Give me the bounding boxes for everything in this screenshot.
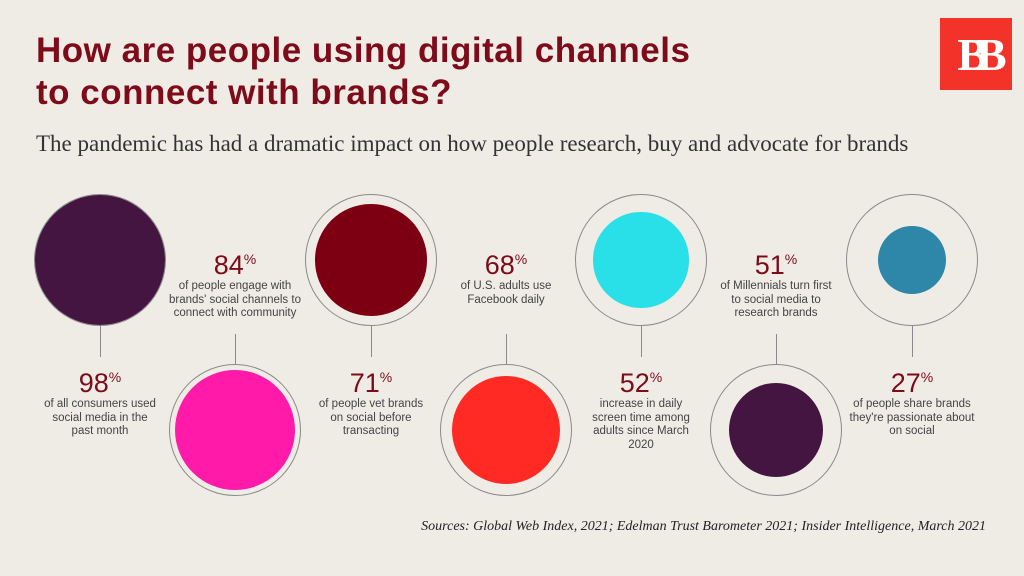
percent-sign: %	[243, 251, 257, 267]
stat-ring	[305, 194, 437, 326]
connector-line	[371, 326, 372, 357]
connector-line	[100, 326, 101, 357]
stat-value: 71%	[349, 368, 393, 398]
stat-label: 51% of Millennials turn first to social m…	[716, 244, 836, 321]
stat-ring	[575, 194, 707, 326]
stat-circle	[34, 194, 166, 326]
stat-value: 68%	[484, 250, 528, 280]
title-line-2: to connect with brands?	[36, 73, 452, 112]
stat-description: of people engage with brands' social cha…	[169, 280, 301, 319]
percent-sign: %	[784, 251, 798, 267]
connector-line	[235, 334, 236, 364]
stat-label: 98% of all consumers used social media in…	[40, 362, 160, 439]
stat-ring	[846, 194, 978, 326]
stat-circle	[593, 212, 689, 308]
percent-sign: %	[514, 251, 528, 267]
percent-sign: %	[649, 369, 663, 385]
subtitle: The pandemic has had a dramatic impact o…	[36, 131, 909, 156]
stat-value: 84%	[213, 250, 257, 280]
stat-circle	[451, 375, 561, 485]
stat-ring	[440, 364, 572, 496]
stat-circle	[174, 369, 296, 491]
stat-description: of people share brands they're passionat…	[849, 398, 975, 437]
stat-label: 71% of people vet brands on social before…	[316, 362, 426, 439]
stat-ring	[169, 364, 301, 496]
stat-value: 52%	[619, 368, 663, 398]
percent-sign: %	[920, 369, 934, 385]
stat-description: of U.S. adults use Facebook daily	[460, 280, 552, 306]
stat-label: 27% of people share brands they're passio…	[847, 362, 977, 439]
stat-description: of all consumers used social media in th…	[44, 398, 156, 437]
percent-sign: %	[108, 369, 122, 385]
stat-label: 84% of people engage with brands' social …	[165, 244, 305, 321]
stat-value: 51%	[754, 250, 798, 280]
stat-circle	[877, 225, 947, 295]
connector-line	[506, 334, 507, 364]
connector-line	[912, 326, 913, 357]
stat-value: 98%	[78, 368, 122, 398]
stat-circle	[728, 382, 824, 478]
stat-circle	[315, 204, 427, 316]
stat-ring	[710, 364, 842, 496]
stat-ring	[34, 194, 166, 326]
stat-description: increase in daily screen time among adul…	[592, 398, 690, 451]
page-title: How are people using digital channels to…	[36, 30, 690, 114]
stat-label: 52% increase in daily screen time among a…	[581, 362, 701, 452]
percent-sign: %	[379, 369, 393, 385]
title-line-1: How are people using digital channels	[36, 31, 691, 70]
sources: Sources: Global Web Index, 2021; Edelman…	[421, 519, 986, 534]
stat-description: of Millennials turn first to social medi…	[720, 280, 832, 319]
brand-logo: BB	[940, 18, 1012, 90]
stat-label: 68% of U.S. adults use Facebook daily	[451, 244, 561, 307]
connector-line	[641, 326, 642, 357]
stat-description: of people vet brands on social before tr…	[318, 398, 424, 437]
connector-line	[776, 334, 777, 364]
stat-value: 27%	[890, 368, 934, 398]
